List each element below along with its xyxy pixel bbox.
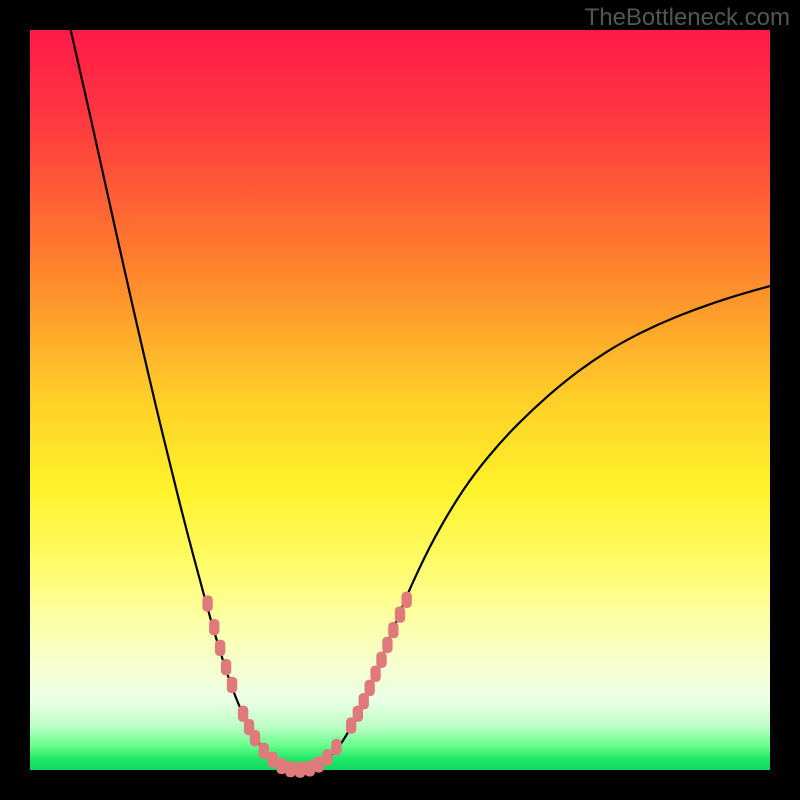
curve-marker [331, 739, 341, 755]
curve-marker [401, 592, 411, 608]
curve-marker [215, 640, 225, 656]
curve-marker [268, 752, 278, 768]
curve-marker [322, 749, 332, 765]
curve-marker [313, 756, 323, 772]
curve-marker [221, 659, 231, 675]
curve-marker [276, 758, 286, 774]
curve-marker [295, 761, 305, 777]
curve-marker [250, 730, 260, 746]
curve-marker [370, 666, 380, 682]
curve-marker [259, 743, 269, 759]
curve-marker [202, 595, 212, 611]
curve-marker [305, 760, 315, 776]
curve-marker [364, 680, 374, 696]
curve-marker [227, 677, 237, 693]
watermark-text: TheBottleneck.com [585, 4, 790, 32]
curve-marker [376, 652, 386, 668]
chart-container: TheBottleneck.com [0, 0, 800, 800]
curve-marker [388, 622, 398, 638]
curve-marker [395, 606, 405, 622]
curve-marker [209, 619, 219, 635]
curve-marker [382, 637, 392, 653]
plot-background [30, 30, 770, 770]
curve-marker [285, 761, 295, 777]
bottleneck-chart [0, 0, 800, 800]
